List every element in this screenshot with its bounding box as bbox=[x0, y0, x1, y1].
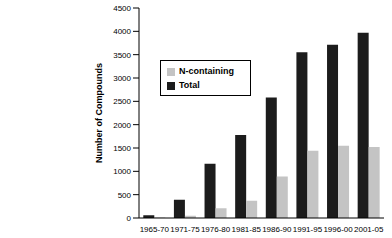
svg-text:4000: 4000 bbox=[113, 27, 131, 36]
svg-text:2000: 2000 bbox=[113, 121, 131, 130]
svg-text:1971-75: 1971-75 bbox=[170, 225, 200, 234]
svg-text:500: 500 bbox=[118, 191, 132, 200]
svg-text:Number of Compounds: Number of Compounds bbox=[94, 63, 104, 163]
svg-text:1991-95: 1991-95 bbox=[293, 225, 323, 234]
svg-text:3000: 3000 bbox=[113, 74, 131, 83]
html-text:N-containing: N-containing bbox=[179, 66, 234, 76]
svg-text:0: 0 bbox=[127, 214, 132, 223]
svg-text:1986-90: 1986-90 bbox=[262, 225, 292, 234]
svg-text:1500: 1500 bbox=[113, 144, 131, 153]
svg-text:4500: 4500 bbox=[113, 4, 131, 13]
svg-text:1000: 1000 bbox=[113, 167, 131, 176]
svg-text:1976-80: 1976-80 bbox=[201, 225, 231, 234]
svg-text:3500: 3500 bbox=[113, 51, 131, 60]
svg-text:1996-00: 1996-00 bbox=[323, 225, 353, 234]
svg-text:2001-05: 2001-05 bbox=[354, 225, 384, 234]
svg-text:1981-85: 1981-85 bbox=[232, 225, 262, 234]
svg-text:2500: 2500 bbox=[113, 97, 131, 106]
svg-text:1965-70: 1965-70 bbox=[140, 225, 170, 234]
html-text:Total: Total bbox=[179, 80, 200, 90]
